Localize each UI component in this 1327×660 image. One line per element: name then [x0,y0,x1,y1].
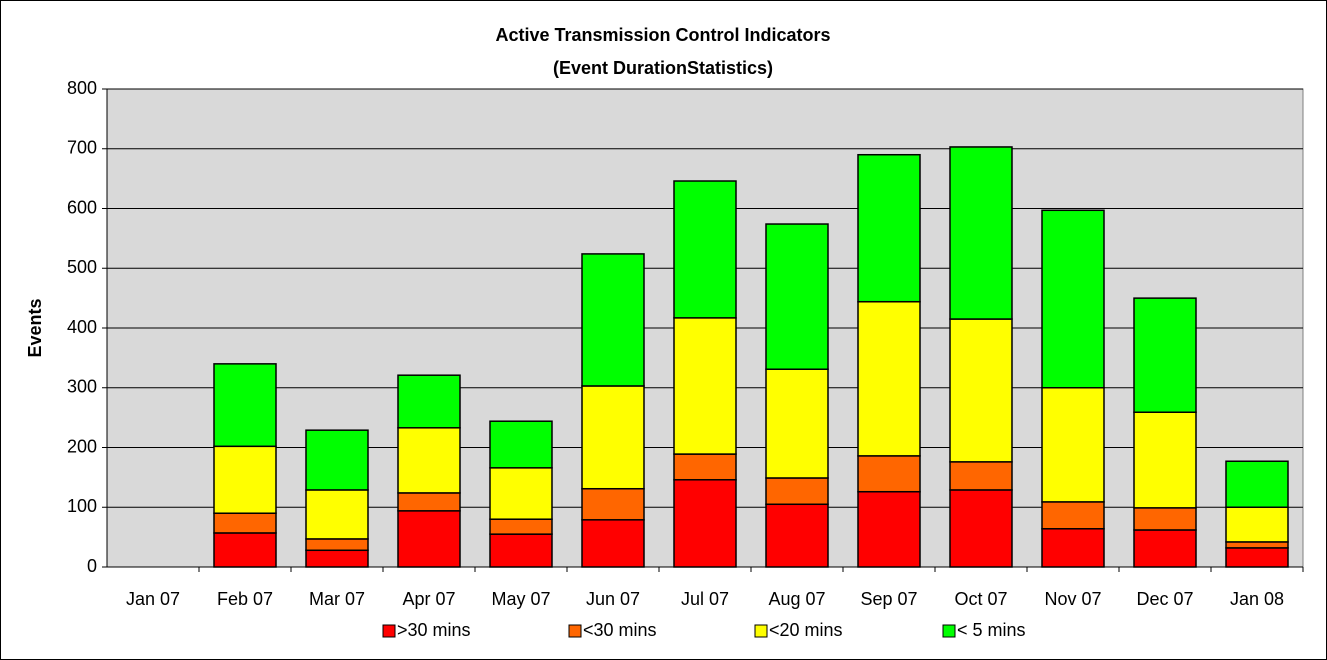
bar-segment [397,510,461,568]
bar-segment [581,487,645,521]
bar-segment [1041,528,1105,568]
x-tick-label: Dec 07 [1136,589,1193,609]
y-tick-label: 100 [67,496,97,516]
bar-segment [765,477,829,506]
legend-label: < 5 mins [957,620,1026,640]
bar-segment [581,385,645,490]
x-tick-label: Aug 07 [768,589,825,609]
x-tick-label: Jan 08 [1230,589,1284,609]
legend-swatch [568,624,582,638]
y-tick-label: 200 [67,436,97,456]
y-tick-label: 300 [67,377,97,397]
bar-segment [305,429,369,491]
chart-title: Active Transmission Control Indicators [495,25,830,45]
bar-segment [489,533,553,568]
bar-segment [1225,460,1289,508]
y-tick-label: 700 [67,138,97,158]
bar-segment [1133,507,1197,531]
legend-swatch [754,624,768,638]
y-tick-label: 0 [87,556,97,576]
legend-label: <30 mins [583,620,657,640]
x-tick-label: Jan 07 [126,589,180,609]
bar-segment [857,490,921,568]
x-tick-label: Sep 07 [860,589,917,609]
bar-segment [673,180,737,319]
bar-segment [857,300,921,457]
bar-segment [673,479,737,568]
bar-segment [673,317,737,455]
bar-segment [673,453,737,481]
bar-segment [1225,506,1289,543]
legend-swatch [942,624,956,638]
bar-segment [1225,541,1289,549]
bar-segment [949,146,1013,320]
bar-segment [949,318,1013,463]
bar-segment [1041,387,1105,503]
bar-segment [305,549,369,568]
bar-segment [213,363,277,448]
bar-segment [1041,501,1105,530]
bar-segment [489,467,553,520]
y-tick-label: 400 [67,317,97,337]
x-tick-label: Apr 07 [402,589,455,609]
bar-segment [489,518,553,535]
bar-segment [1225,547,1289,568]
bar-segment [213,512,277,534]
bar-segment [857,153,921,303]
bar-segment [581,253,645,387]
bar-segment [1133,411,1197,509]
bar-segment [949,461,1013,491]
bar-segment [765,368,829,479]
bar-segment [305,489,369,540]
bar-segment [213,532,277,568]
x-tick-label: Mar 07 [309,589,365,609]
bar-segment [1041,209,1105,389]
bar-segment [581,519,645,568]
bar-segment [1133,529,1197,568]
legend-label: <20 mins [769,620,843,640]
bar-segment [857,455,921,493]
bar-segment [1133,297,1197,413]
x-tick-label: Feb 07 [217,589,273,609]
bar-segment [213,445,277,514]
bar-segment [305,538,369,552]
bar-segment [765,503,829,568]
x-tick-label: Oct 07 [954,589,1007,609]
x-tick-label: May 07 [491,589,550,609]
y-tick-label: 500 [67,257,97,277]
bar-segment [765,223,829,370]
y-tick-label: 600 [67,197,97,217]
bar-segment [397,427,461,494]
legend-label: >30 mins [397,620,471,640]
y-tick-label: 800 [67,78,97,98]
x-tick-label: Nov 07 [1044,589,1101,609]
x-tick-label: Jul 07 [681,589,729,609]
x-tick-label: Jun 07 [586,589,640,609]
bar-segment [397,374,461,429]
bar-segment [397,492,461,512]
bar-segment [949,489,1013,568]
y-axis-label: Events [25,298,45,357]
chart-subtitle: (Event DurationStatistics) [553,58,773,78]
legend-swatch [382,624,396,638]
bar-segment [489,420,553,469]
